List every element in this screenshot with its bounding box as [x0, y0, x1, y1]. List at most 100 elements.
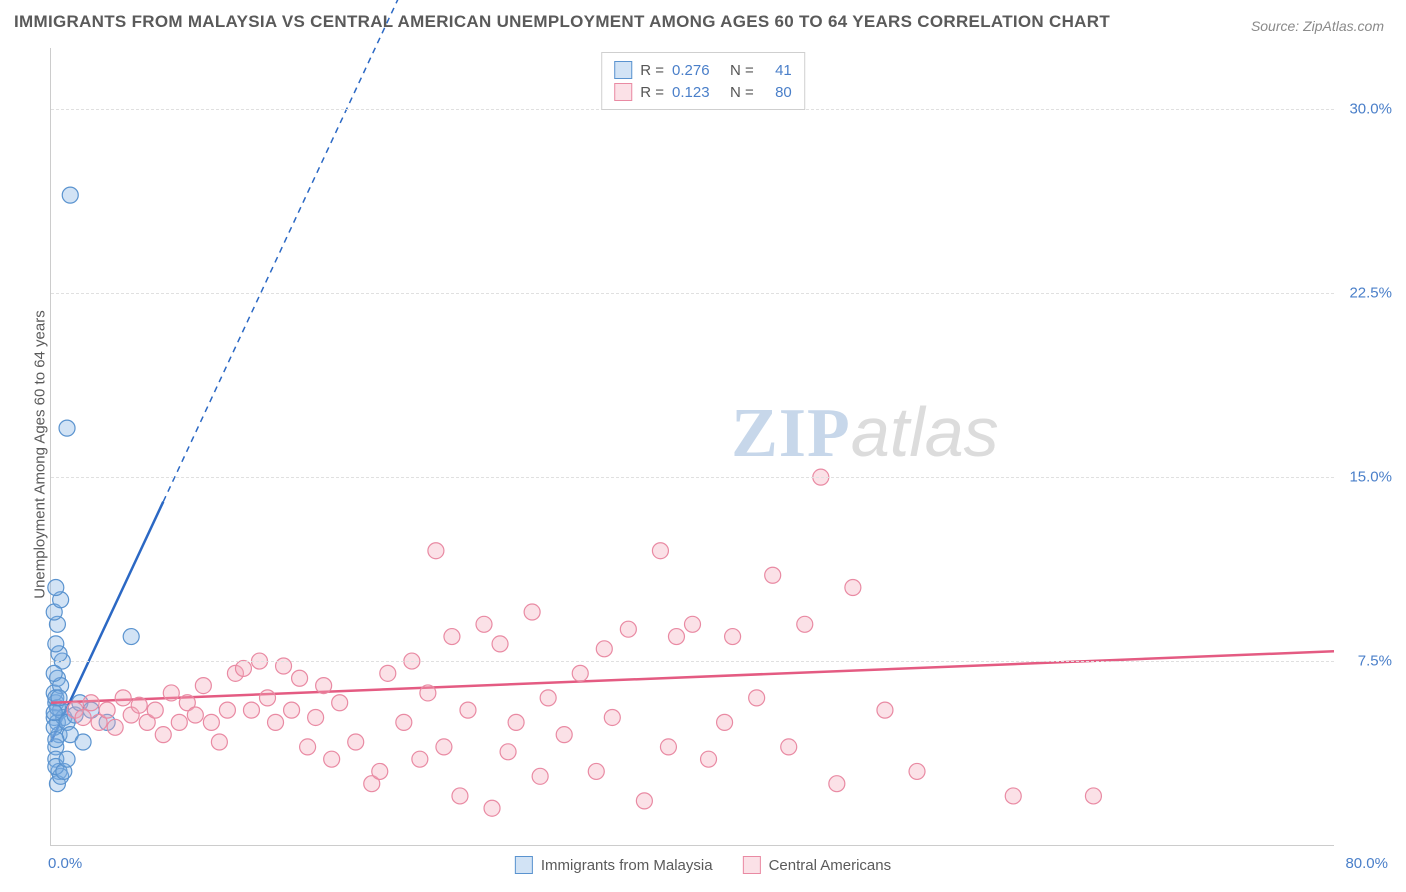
legend-swatch-central — [614, 83, 632, 101]
data-point-central — [556, 727, 572, 743]
data-point-central — [243, 702, 259, 718]
legend-row-central: R = 0.123 N = 80 — [614, 81, 792, 103]
gridline — [51, 661, 1334, 662]
data-point-central — [219, 702, 235, 718]
y-axis-label: Unemployment Among Ages 60 to 64 years — [32, 285, 49, 625]
data-point-central — [1005, 788, 1021, 804]
data-point-malaysia — [46, 665, 62, 681]
data-point-central — [195, 678, 211, 694]
n-label: N = — [730, 62, 754, 79]
x-tick-max: 80.0% — [1345, 855, 1388, 872]
data-point-central — [107, 719, 123, 735]
data-point-central — [717, 714, 733, 730]
data-point-malaysia — [123, 629, 139, 645]
data-point-central — [211, 734, 227, 750]
data-point-central — [685, 616, 701, 632]
x-tick-min: 0.0% — [48, 855, 82, 872]
data-point-central — [420, 685, 436, 701]
data-point-central — [765, 567, 781, 583]
regression-line-dashed-malaysia — [163, 0, 404, 502]
data-point-central — [668, 629, 684, 645]
data-point-central — [524, 604, 540, 620]
data-point-central — [596, 641, 612, 657]
data-point-central — [701, 751, 717, 767]
data-point-central — [372, 763, 388, 779]
correlation-legend: R =0.276N =41R =0.123N =80 — [601, 52, 805, 110]
data-point-malaysia — [62, 187, 78, 203]
data-point-malaysia — [46, 705, 62, 721]
source-attribution: Source: ZipAtlas.com — [1251, 18, 1384, 34]
data-point-central — [572, 665, 588, 681]
n-value: 80 — [762, 84, 792, 101]
series-legend: Immigrants from Malaysia Central American… — [515, 856, 891, 874]
series-legend-item-malaysia: Immigrants from Malaysia — [515, 856, 713, 874]
data-point-central — [797, 616, 813, 632]
data-point-central — [476, 616, 492, 632]
data-point-central — [725, 629, 741, 645]
legend-row-malaysia: R =0.276N =41 — [614, 59, 792, 81]
data-point-central — [268, 714, 284, 730]
data-point-central — [163, 685, 179, 701]
data-point-central — [636, 793, 652, 809]
series-swatch-malaysia — [515, 856, 533, 874]
data-point-central — [460, 702, 476, 718]
data-point-malaysia — [48, 732, 64, 748]
data-point-central — [500, 744, 516, 760]
r-value: 0.276 — [672, 62, 722, 79]
data-point-central — [380, 665, 396, 681]
data-point-central — [203, 714, 219, 730]
data-point-central — [620, 621, 636, 637]
data-point-central — [845, 580, 861, 596]
data-point-central — [147, 702, 163, 718]
y-tick-label: 15.0% — [1349, 469, 1392, 486]
data-point-central — [540, 690, 556, 706]
r-label: R = — [640, 62, 664, 79]
data-point-central — [75, 709, 91, 725]
data-point-central — [781, 739, 797, 755]
data-point-central — [604, 709, 620, 725]
data-point-central — [83, 695, 99, 711]
data-point-central — [308, 709, 324, 725]
n-label: N = — [730, 84, 754, 101]
data-point-central — [909, 763, 925, 779]
data-point-central — [260, 690, 276, 706]
data-point-central — [155, 727, 171, 743]
data-point-central — [508, 714, 524, 730]
source-label: Source: — [1251, 18, 1299, 34]
scatter-plot-svg — [51, 48, 1334, 845]
data-point-central — [829, 776, 845, 792]
data-point-central — [187, 707, 203, 723]
r-label: R = — [640, 84, 664, 101]
data-point-central — [348, 734, 364, 750]
data-point-central — [452, 788, 468, 804]
data-point-central — [444, 629, 460, 645]
data-point-central — [877, 702, 893, 718]
data-point-central — [1085, 788, 1101, 804]
gridline — [51, 477, 1334, 478]
data-point-central — [332, 695, 348, 711]
data-point-central — [532, 768, 548, 784]
data-point-central — [412, 751, 428, 767]
y-tick-label: 22.5% — [1349, 285, 1392, 302]
gridline — [51, 293, 1334, 294]
data-point-central — [99, 702, 115, 718]
data-point-malaysia — [48, 580, 64, 596]
series-label: Immigrants from Malaysia — [541, 857, 713, 874]
data-point-central — [436, 739, 452, 755]
data-point-central — [492, 636, 508, 652]
data-point-central — [131, 697, 147, 713]
data-point-malaysia — [59, 751, 75, 767]
data-point-central — [660, 739, 676, 755]
data-point-malaysia — [75, 734, 91, 750]
data-point-central — [428, 543, 444, 559]
data-point-central — [171, 714, 187, 730]
data-point-central — [300, 739, 316, 755]
data-point-central — [115, 690, 131, 706]
data-point-central — [588, 763, 604, 779]
series-label: Central Americans — [769, 857, 892, 874]
r-value: 0.123 — [672, 84, 722, 101]
data-point-malaysia — [59, 420, 75, 436]
data-point-central — [324, 751, 340, 767]
data-point-central — [235, 660, 251, 676]
data-point-central — [652, 543, 668, 559]
